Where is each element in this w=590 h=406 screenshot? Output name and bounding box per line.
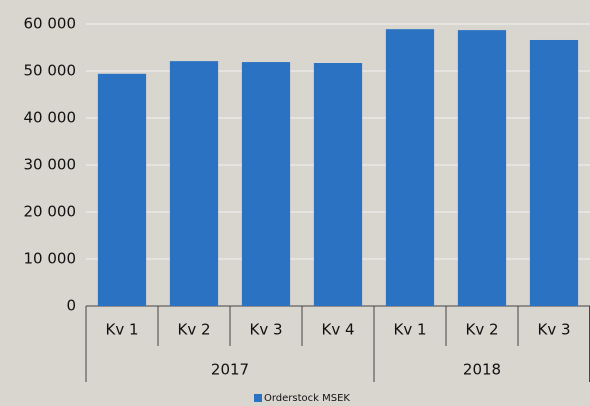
group-label: 2018 — [463, 361, 501, 379]
x-tick-label: Kv 2 — [465, 321, 498, 339]
x-tick-label: Kv 3 — [249, 321, 282, 339]
y-tick-label: 10 000 — [24, 250, 77, 268]
y-tick-label: 50 000 — [24, 62, 77, 80]
y-tick-label: 40 000 — [24, 109, 77, 127]
bar — [385, 29, 435, 306]
bar — [313, 63, 363, 307]
x-tick-label: Kv 1 — [105, 321, 138, 339]
x-tick-label: Kv 1 — [393, 321, 426, 339]
y-tick-label: 0 — [66, 297, 76, 315]
x-tick-label: Kv 2 — [177, 321, 210, 339]
y-tick-label: 60 000 — [24, 15, 77, 33]
bar — [169, 61, 219, 306]
x-tick-label: Kv 3 — [537, 321, 570, 339]
bar — [457, 30, 507, 307]
y-tick-label: 20 000 — [24, 203, 77, 221]
x-tick-label: Kv 4 — [321, 321, 354, 339]
bar — [529, 39, 579, 306]
group-label: 2017 — [211, 361, 249, 379]
legend-swatch — [254, 394, 262, 402]
bar — [97, 73, 147, 306]
legend-label: Orderstock MSEK — [264, 393, 350, 404]
bar — [241, 62, 291, 306]
y-tick-label: 30 000 — [24, 156, 77, 174]
